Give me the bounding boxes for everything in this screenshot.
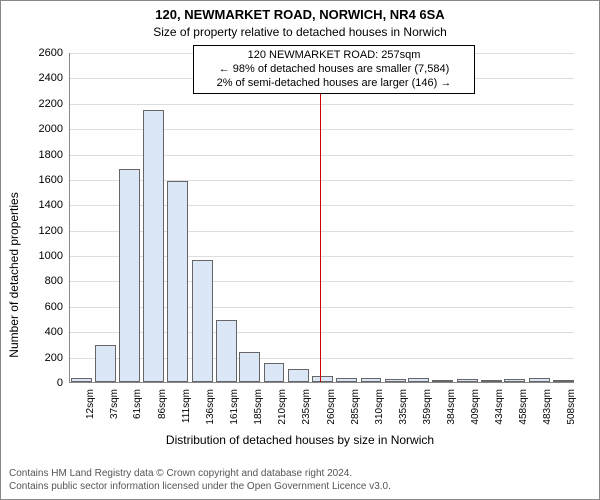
histogram-bar [95,345,116,382]
histogram-bar [481,380,502,382]
plot-area [69,53,574,383]
histogram-bar [288,369,309,382]
y-tick-label: 2200 [23,98,63,110]
reference-line [320,53,321,382]
histogram-bar [361,378,382,382]
histogram-bar [216,320,237,382]
histogram-bar [529,378,550,382]
x-tick-label: 235sqm [301,389,312,425]
y-tick-label: 600 [23,301,63,313]
histogram-bar [385,379,406,382]
histogram-bar [504,379,525,382]
histogram-bar [167,181,188,382]
x-tick-label: 458sqm [518,389,529,425]
y-tick-label: 1400 [23,199,63,211]
x-tick-label: 285sqm [350,389,361,425]
x-tick-label: 508sqm [566,389,577,425]
histogram-bar [143,110,164,382]
histogram-bar [408,378,429,382]
x-tick-label: 384sqm [446,389,457,425]
y-tick-label: 800 [23,275,63,287]
annotation-box: 120 NEWMARKET ROAD: 257sqm ← 98% of deta… [193,45,475,94]
annotation-line-1: 120 NEWMARKET ROAD: 257sqm [200,49,468,63]
footer-line-2: Contains public sector information licen… [9,481,391,494]
annotation-line-3: 2% of semi-detached houses are larger (1… [200,77,468,91]
x-tick-label: 37sqm [109,389,120,419]
histogram-bar [336,378,357,382]
histogram-bar [553,380,574,382]
x-tick-label: 111sqm [181,389,192,423]
histogram-bar [119,169,140,382]
histogram-bar [432,380,453,382]
y-tick-label: 2600 [23,47,63,59]
x-tick-label: 136sqm [205,389,216,425]
histogram-bar [71,378,92,382]
y-tick-label: 200 [23,352,63,364]
histogram-bar [192,260,213,382]
y-tick-label: 1800 [23,149,63,161]
y-tick-label: 400 [23,326,63,338]
histogram-bar [457,379,478,382]
y-tick-label: 2000 [23,123,63,135]
annotation-line-2: ← 98% of detached houses are smaller (7,… [200,63,468,77]
x-tick-label: 161sqm [229,389,240,425]
x-tick-label: 185sqm [253,389,264,425]
y-tick-label: 0 [23,377,63,389]
x-tick-label: 409sqm [470,389,481,425]
footer-attribution: Contains HM Land Registry data © Crown c… [9,468,391,493]
x-tick-label: 310sqm [374,389,385,425]
x-axis-label: Distribution of detached houses by size … [1,433,599,447]
gridline [70,104,574,105]
histogram-bar [264,363,285,382]
footer-line-1: Contains HM Land Registry data © Crown c… [9,468,391,481]
chart-frame: 120, NEWMARKET ROAD, NORWICH, NR4 6SA Si… [0,0,600,500]
y-tick-label: 1000 [23,250,63,262]
y-axis-label: Number of detached properties [7,155,21,395]
x-tick-label: 86sqm [157,389,168,419]
x-tick-label: 210sqm [277,389,288,425]
x-tick-label: 335sqm [398,389,409,425]
y-tick-label: 2400 [23,72,63,84]
y-tick-label: 1200 [23,225,63,237]
chart-title-address: 120, NEWMARKET ROAD, NORWICH, NR4 6SA [1,7,599,22]
x-tick-label: 434sqm [494,389,505,425]
x-tick-label: 359sqm [422,389,433,425]
x-tick-label: 12sqm [85,389,96,419]
x-tick-label: 61sqm [132,389,143,419]
histogram-bar [312,376,333,382]
chart-subtitle: Size of property relative to detached ho… [1,25,599,39]
x-tick-label: 483sqm [542,389,553,425]
histogram-bar [239,352,260,382]
x-tick-label: 260sqm [326,389,337,425]
y-tick-label: 1600 [23,174,63,186]
